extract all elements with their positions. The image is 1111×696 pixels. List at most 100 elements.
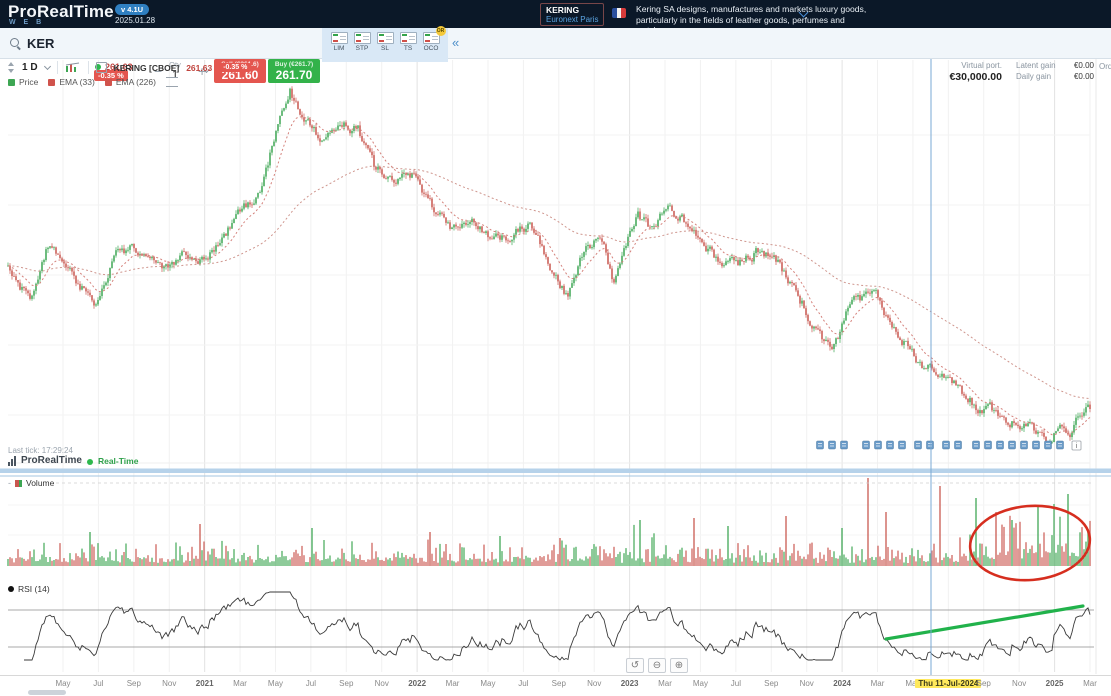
chart-title-change-badge: -0.35 % xyxy=(219,63,252,72)
quote-change-badge: -0.35 % xyxy=(94,70,128,81)
order-type-label: OCO xyxy=(423,45,439,52)
rsi-label: RSI (14) xyxy=(18,584,50,594)
legend-settings-icon[interactable] xyxy=(165,77,178,87)
qty-value: 1 xyxy=(171,69,179,81)
chart-type-icon[interactable] xyxy=(65,62,81,74)
axis-label: Sep xyxy=(126,679,141,688)
legend-item-ema-33-[interactable]: EMA (33) xyxy=(48,77,95,87)
bar-chart-icon xyxy=(8,456,16,466)
quote-status-dot xyxy=(95,64,101,70)
axis-label: 2023 xyxy=(620,679,639,688)
legend-label: EMA (33) xyxy=(59,77,95,87)
virtual-portfolio-label: Virtual port. xyxy=(961,61,1002,70)
axis-label: Sep xyxy=(976,679,991,688)
axis-label: Mar xyxy=(870,679,885,688)
brand-logo: ProRealTime xyxy=(8,2,114,21)
qty-plus-button[interactable]: + xyxy=(192,63,212,79)
order-type-label: SL xyxy=(381,45,389,52)
axis-label: Jul xyxy=(305,679,317,688)
rsi-indicator-icon xyxy=(8,586,14,592)
daily-gain-label: Daily gain xyxy=(1016,72,1052,81)
symbol-search[interactable]: KER xyxy=(10,36,54,51)
axis-label: 2024 xyxy=(833,679,851,688)
legend-swatch xyxy=(8,78,15,86)
realtime-status-text: Real-Time xyxy=(97,456,139,466)
timeframe-caret-icon[interactable] xyxy=(43,62,51,71)
order-type-ts[interactable]: TS xyxy=(398,32,418,52)
last-tick-text: Last tick: 17:29:24 xyxy=(8,446,73,455)
buy-price: 261.70 xyxy=(275,67,313,82)
france-flag-icon xyxy=(612,8,626,18)
axis-label: May xyxy=(55,679,71,688)
chart-header: 1 D KERING [CBOE] 261.63 -0.35 % xyxy=(8,61,252,74)
daily-gain-value: €0.00 xyxy=(1073,72,1094,81)
reset-view-button[interactable]: ↺ xyxy=(626,658,644,673)
axis-label: Sep xyxy=(764,679,779,688)
order-ticket-icon xyxy=(353,32,371,44)
order-ticket-icon: OR xyxy=(422,26,446,44)
window-icon[interactable] xyxy=(95,62,107,73)
order-ticket-icon xyxy=(376,32,394,44)
order-type-label: STP xyxy=(355,45,369,52)
timeframe-selector[interactable]: 1 D xyxy=(22,62,38,73)
order-ticket-icon xyxy=(399,32,417,44)
axis-label: Mar xyxy=(1083,679,1097,688)
svg-text:i: i xyxy=(1076,443,1078,450)
oco-or-bubble: OR xyxy=(435,26,446,36)
platform-date: 2025.01.28 xyxy=(115,16,156,25)
rsi-pane-header: RSI (14) xyxy=(8,584,50,594)
sort-arrows-icon[interactable] xyxy=(8,62,15,73)
legend-label: Price xyxy=(19,77,39,87)
watermark: ProRealTime Real-Time xyxy=(8,456,138,466)
symbol-text: KER xyxy=(27,36,55,51)
axis-label: Nov xyxy=(587,679,602,688)
search-icon xyxy=(10,38,21,49)
order-type-oco[interactable]: OR OCO xyxy=(421,26,446,52)
legend-label: EMA (226) xyxy=(115,77,156,87)
horizontal-scrollbar-thumb[interactable] xyxy=(28,690,66,695)
axis-label: 2022 xyxy=(408,679,427,688)
axis-label: Jul xyxy=(93,679,104,688)
volume-indicator-icon xyxy=(15,479,22,487)
zoom-controls: ↺ ⊖ ⊕ xyxy=(626,658,688,673)
axis-label: Nov xyxy=(799,679,814,688)
buy-button[interactable]: Buy (€261.7) 261.70 xyxy=(268,59,320,83)
axis-label: Nov xyxy=(374,679,389,688)
axis-label: Nov xyxy=(162,679,177,688)
order-type-sl[interactable]: SL xyxy=(375,32,395,52)
order-type-buttons: LIM STP SL TS OR OCO xyxy=(322,26,448,62)
chart-title: KERING [CBOE] xyxy=(113,62,180,73)
qty-label: Qty xyxy=(169,60,181,69)
trading-toolbar: KER 261.63 -0.35 % − Qty 1 + Sell (€261.… xyxy=(0,26,1111,83)
divider xyxy=(87,61,89,74)
instrument-summary[interactable]: KERING Euronext Paris xyxy=(540,3,605,26)
buy-label: Buy (€261.7) xyxy=(274,60,314,68)
collapse-panel-button[interactable]: « xyxy=(452,35,460,50)
virtual-portfolio-value: €30,000.00 xyxy=(949,71,1002,83)
axis-label: Mar xyxy=(658,679,672,688)
instrument-exchange: Euronext Paris xyxy=(546,15,599,24)
volume-pane-header: - Volume xyxy=(8,478,54,488)
qty-minus-button[interactable]: − xyxy=(148,63,168,79)
legend-swatch xyxy=(104,78,112,86)
order-type-label: TS xyxy=(403,45,413,52)
axis-label: May xyxy=(905,679,921,688)
qty-field[interactable]: Qty 1 xyxy=(162,60,188,81)
legend-swatch xyxy=(48,78,56,86)
volume-label: Volume xyxy=(26,478,55,488)
volume-collapse-toggle[interactable]: - xyxy=(8,478,11,488)
instrument-name: KERING xyxy=(546,5,580,15)
order-type-lim[interactable]: LIM xyxy=(329,32,349,52)
order-type-stp[interactable]: STP xyxy=(352,32,372,52)
axis-label: Sep xyxy=(551,679,566,688)
time-axis[interactable]: May Jul Sep Nov 2021 Mar May Jul Sep Nov 2022 Mar Ma… xyxy=(0,675,1111,692)
order-type-label: LIM xyxy=(333,45,345,52)
legend-item-price[interactable]: Price xyxy=(8,77,38,87)
order-ticket-icon xyxy=(330,32,348,44)
realtime-status-dot xyxy=(86,459,93,465)
zoom-in-button[interactable]: ⊕ xyxy=(670,658,688,673)
zoom-out-button[interactable]: ⊖ xyxy=(648,658,666,673)
legend-item-ema-226-[interactable]: EMA (226) xyxy=(104,77,156,87)
